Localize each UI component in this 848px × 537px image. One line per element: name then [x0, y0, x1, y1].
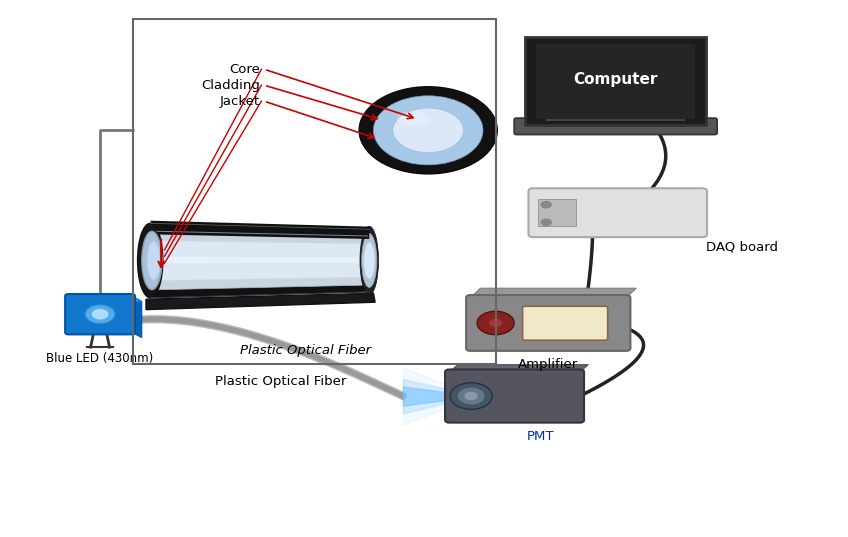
Text: Blue LED (430nm): Blue LED (430nm)	[47, 352, 153, 366]
Polygon shape	[449, 365, 589, 372]
FancyBboxPatch shape	[65, 294, 135, 335]
Text: PMT: PMT	[527, 430, 555, 442]
Polygon shape	[160, 257, 365, 263]
Text: Amplifier: Amplifier	[518, 358, 578, 371]
Polygon shape	[150, 221, 369, 239]
Circle shape	[541, 219, 551, 226]
Polygon shape	[131, 296, 142, 338]
Bar	[546, 117, 685, 121]
Ellipse shape	[361, 234, 377, 287]
FancyBboxPatch shape	[522, 306, 608, 340]
Polygon shape	[157, 231, 367, 290]
Ellipse shape	[147, 241, 160, 280]
FancyBboxPatch shape	[466, 295, 630, 351]
Circle shape	[393, 108, 464, 153]
FancyBboxPatch shape	[538, 199, 576, 226]
Circle shape	[360, 87, 497, 174]
Polygon shape	[471, 288, 636, 297]
Text: Plastic Optical Fiber: Plastic Optical Fiber	[241, 344, 371, 358]
Text: Cladding: Cladding	[201, 78, 259, 92]
Text: Plastic Optical Fiber: Plastic Optical Fiber	[215, 375, 347, 388]
Ellipse shape	[142, 231, 162, 290]
Polygon shape	[160, 241, 365, 280]
Circle shape	[85, 304, 115, 324]
Ellipse shape	[137, 223, 163, 297]
Circle shape	[373, 96, 483, 165]
Circle shape	[450, 383, 492, 409]
FancyBboxPatch shape	[445, 369, 584, 423]
Polygon shape	[146, 293, 375, 310]
Ellipse shape	[360, 226, 378, 295]
Circle shape	[465, 392, 478, 400]
Text: Computer: Computer	[573, 72, 658, 87]
Text: DAQ board: DAQ board	[706, 241, 778, 253]
Circle shape	[92, 309, 109, 320]
Circle shape	[477, 311, 514, 335]
Ellipse shape	[364, 242, 375, 279]
FancyBboxPatch shape	[536, 43, 695, 119]
Circle shape	[488, 319, 502, 327]
Polygon shape	[69, 296, 142, 301]
Polygon shape	[150, 223, 369, 297]
Text: Jacket: Jacket	[220, 95, 259, 107]
Circle shape	[541, 201, 551, 208]
Ellipse shape	[397, 111, 429, 126]
FancyBboxPatch shape	[528, 188, 707, 237]
Circle shape	[458, 388, 485, 404]
Text: Core: Core	[229, 63, 259, 76]
FancyBboxPatch shape	[514, 118, 717, 135]
FancyBboxPatch shape	[525, 38, 706, 125]
